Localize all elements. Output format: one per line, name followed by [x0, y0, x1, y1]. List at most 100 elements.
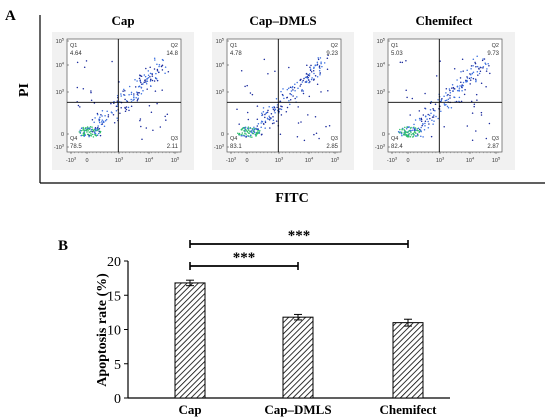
flow-event-dot — [94, 134, 97, 137]
flow-event-dot — [130, 93, 133, 96]
flow-event-dot — [414, 131, 416, 133]
q2-value: 9.23 — [326, 51, 338, 57]
q1-label: Q1 — [70, 43, 77, 49]
flow-event-dot — [100, 114, 102, 116]
flow-event-dot — [147, 74, 150, 76]
flow-x-tick-label: -103 — [66, 156, 77, 165]
flow-event-dot — [424, 124, 426, 127]
flow-event-dot — [144, 75, 147, 78]
flow-event-dot — [272, 119, 275, 121]
flow-event-dot — [453, 96, 455, 98]
flow-event-dot — [414, 119, 417, 121]
q3-value: 2.87 — [487, 144, 499, 150]
flow-event-dot — [482, 67, 484, 69]
flow-event-dot — [124, 98, 126, 101]
flow-event-dot — [154, 90, 157, 92]
flow-event-dot — [300, 121, 302, 123]
flow-event-dot — [259, 129, 261, 132]
flow-event-dot — [264, 116, 266, 119]
flow-event-dot — [311, 77, 313, 79]
flow-event-dot — [422, 123, 424, 125]
flow-event-dot — [107, 116, 110, 118]
flow-event-dot — [424, 92, 426, 95]
flow-event-dot — [489, 72, 491, 75]
flow-event-dot — [140, 125, 142, 128]
flow-y-tick-exponent: 4 — [383, 61, 386, 66]
flow-event-dot — [289, 86, 292, 88]
flow-event-dot — [446, 105, 449, 108]
flow-x-tick-label: 0 — [85, 158, 88, 164]
flow-event-dot — [247, 135, 249, 137]
flow-event-dot — [257, 128, 259, 130]
flow-event-dot — [246, 131, 249, 133]
flow-event-dot — [255, 135, 257, 137]
flow-event-dot — [307, 114, 309, 116]
flow-event-dot — [139, 118, 142, 120]
flow-event-dot — [470, 74, 472, 76]
flow-event-dot — [260, 122, 262, 124]
flow-event-dot — [153, 68, 156, 70]
flow-x-tick-label: 105 — [492, 156, 501, 165]
flow-event-dot — [120, 107, 122, 109]
flow-event-dot — [107, 114, 110, 116]
flow-event-dot — [462, 70, 464, 72]
flow-event-dot — [134, 79, 136, 81]
flow-event-dot — [153, 80, 156, 82]
flow-event-dot — [82, 88, 85, 90]
flow-event-dot — [435, 115, 437, 118]
flow-event-dot — [264, 113, 266, 116]
flow-event-dot — [471, 139, 474, 142]
flow-event-dot — [419, 119, 421, 121]
flow-event-dot — [458, 96, 461, 99]
flow-event-dot — [138, 85, 141, 87]
q2-label: Q2 — [331, 43, 338, 49]
flow-event-dot — [470, 100, 473, 103]
flow-event-dot — [142, 90, 144, 92]
flow-event-dot — [401, 128, 403, 130]
flow-event-dot — [84, 134, 87, 136]
flow-event-dot — [271, 122, 274, 125]
flow-y-tick-label: 103 — [216, 88, 225, 97]
bar-y-tick-label: 20 — [107, 255, 121, 270]
significance-label: *** — [233, 250, 256, 266]
flow-y-tick-exponent: 3 — [383, 88, 386, 93]
flow-event-dot — [275, 120, 278, 122]
flow-event-dot — [145, 79, 147, 81]
flow-event-dot — [151, 75, 154, 77]
flow-event-dot — [161, 64, 164, 66]
bar-plot: 0 5 10 15 20 Cap Cap–DMLS Chemifect *** *** — [107, 228, 437, 417]
flow-event-dot — [268, 106, 270, 108]
flow-x-tick-exponent: 5 — [337, 156, 340, 161]
flow-x-tick-label: 0 — [406, 158, 409, 164]
flow-event-dot — [98, 118, 100, 121]
flow-event-dot — [241, 127, 243, 130]
flow-event-dot — [256, 131, 259, 133]
flow-event-dot — [122, 90, 124, 92]
bar-category-label: Cap–DMLS — [264, 402, 331, 417]
flow-event-dot — [303, 77, 305, 80]
flow-event-dot — [475, 65, 477, 68]
flow-y-tick-exponent: 3 — [62, 88, 65, 93]
flow-event-dot — [410, 126, 412, 129]
flow-event-dot — [265, 112, 267, 115]
flow-event-dot — [445, 92, 447, 94]
flow-plot-title: Cap–DMLS — [249, 13, 316, 28]
flow-event-dot — [401, 134, 403, 137]
flow-event-dot — [466, 79, 468, 82]
flow-x-tick-exponent: 4 — [311, 156, 314, 161]
flow-event-dot — [287, 87, 290, 89]
bar-category-label: Chemifect — [379, 402, 437, 417]
flow-event-dot — [462, 81, 465, 84]
flow-event-dot — [309, 66, 311, 69]
flow-event-dot — [328, 124, 331, 127]
flow-event-dot — [158, 63, 161, 66]
flow-y-tick-label: 103 — [377, 88, 386, 97]
flow-y-tick-exponent: 5 — [383, 37, 386, 42]
flow-event-dot — [244, 135, 246, 137]
flow-event-dot — [146, 88, 148, 90]
flow-event-dot — [327, 89, 329, 92]
flow-event-dot — [286, 97, 288, 99]
flow-event-dot — [306, 77, 309, 79]
flow-event-dot — [408, 132, 410, 135]
flow-event-dot — [421, 124, 423, 127]
